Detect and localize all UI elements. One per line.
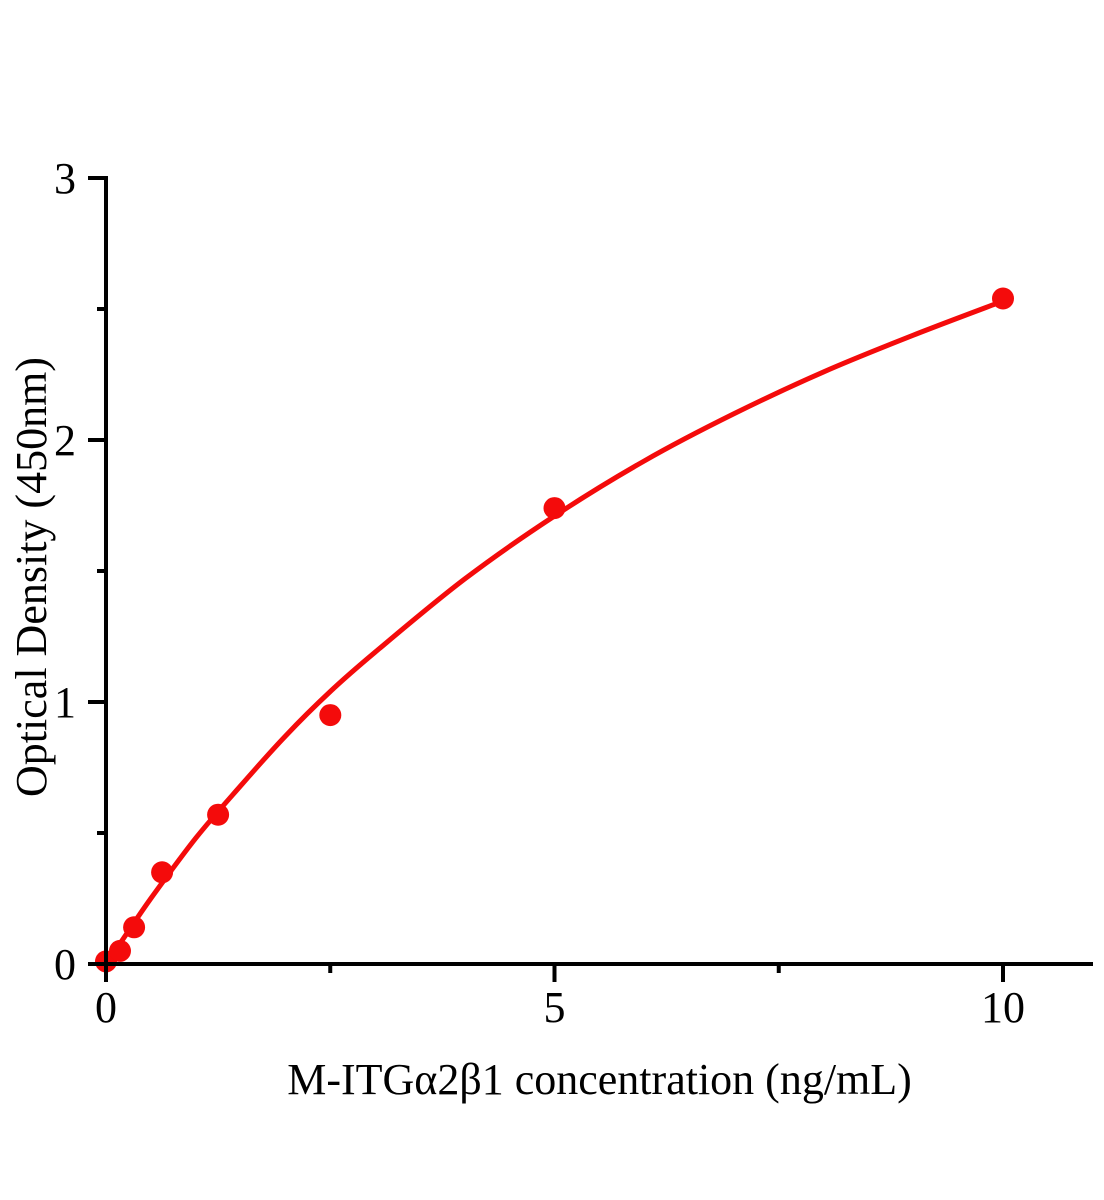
data-point — [109, 939, 131, 962]
x-tick-label: 0 — [95, 983, 117, 1032]
axes-layer — [104, 176, 1093, 966]
y-axis-title: Optical Density (450nm) — [7, 357, 56, 797]
data-points-layer — [95, 287, 1014, 973]
y-tick-label: 3 — [54, 154, 76, 203]
ticks-layer — [88, 176, 1005, 982]
fit-curve-layer — [103, 298, 1006, 967]
x-axis-title: M-ITGα2β1 concentration (ng/mL) — [287, 1055, 912, 1104]
y-tick-label: 0 — [54, 940, 76, 989]
data-point — [207, 803, 230, 826]
y-tick-label: 1 — [54, 678, 76, 727]
tick-labels-layer: 0 5 10 0 1 2 3 — [54, 154, 1025, 1032]
data-point — [151, 861, 174, 884]
data-point — [123, 916, 146, 939]
data-point — [543, 497, 566, 520]
y-tick-label: 2 — [54, 416, 76, 465]
x-tick-label: 10 — [981, 983, 1025, 1032]
fit-curve — [103, 298, 1006, 967]
data-point — [992, 287, 1014, 310]
x-tick-label: 5 — [544, 983, 566, 1032]
data-point — [319, 704, 342, 727]
